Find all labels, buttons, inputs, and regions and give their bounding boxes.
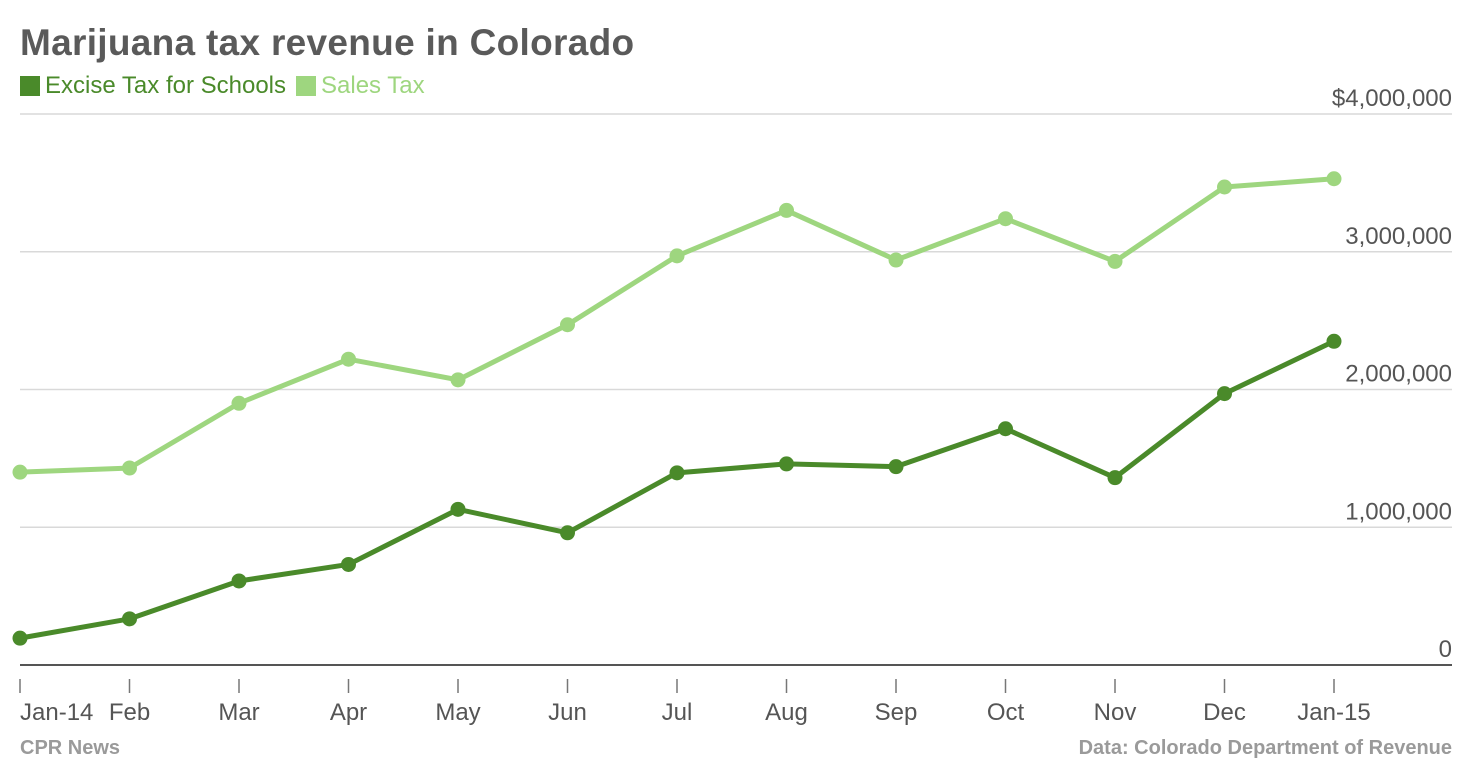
data-point-excise [12,630,28,646]
legend: Excise Tax for Schools Sales Tax [20,72,435,100]
data-point-sales [888,252,904,268]
data-point-sales [1217,179,1232,195]
data-point-excise [669,465,685,481]
legend-swatch-excise [20,76,40,96]
legend-label-sales: Sales Tax [321,72,425,99]
data-point-excise [1107,470,1123,486]
x-tick-label: Jun [548,699,587,726]
data-point-sales [560,317,575,333]
legend-label-excise: Excise Tax for Schools [45,72,286,99]
data-point-excise [888,459,904,475]
x-tick-label: Mar [218,699,259,726]
data-point-excise [231,573,247,589]
legend-item-excise: Excise Tax for Schools [20,72,286,100]
legend-item-sales: Sales Tax [296,72,425,100]
data-point-sales [779,202,794,218]
y-tick-label: 0 [1439,636,1452,663]
series-line-excise [17,338,1337,641]
data-point-excise [998,421,1013,437]
x-tick-label: Apr [330,699,367,726]
data-point-sales [998,211,1013,227]
data-point-excise [122,611,137,627]
data-point-excise [560,525,575,541]
x-tick-label: Jan-15 [1297,699,1370,726]
x-tick-label: May [435,699,480,726]
x-tick-label: Dec [1203,699,1246,726]
data-point-sales [12,464,28,480]
y-tick-label: $4,000,000 [1332,85,1452,112]
data-point-sales [450,372,466,388]
data-point-sales [231,395,247,411]
y-tick-label: 3,000,000 [1345,223,1452,250]
y-tick-label: 1,000,000 [1345,498,1452,525]
x-tick-label: Jan-14 [20,699,93,726]
data-point-excise [341,556,356,572]
source-credit: CPR News [20,737,121,759]
x-tick-label: Aug [765,699,808,726]
data-point-excise [779,456,794,472]
x-tick-label: Sep [875,699,918,726]
data-point-sales [341,351,356,367]
data-point-sales [122,460,137,476]
data-point-sales [1107,253,1123,269]
data-point-excise [1326,333,1342,349]
y-tick-label: 2,000,000 [1345,361,1452,388]
x-tick-label: Jul [662,699,693,726]
data-point-excise [450,501,466,517]
data-point-excise [1217,386,1232,402]
x-tick-label: Feb [109,699,150,726]
series-line-sales [17,176,1337,475]
x-tick-label: Nov [1094,699,1137,726]
legend-swatch-sales [296,76,316,96]
data-point-sales [1326,171,1342,187]
data-point-sales [669,248,685,264]
chart-title: Marijuana tax revenue in Colorado [20,22,635,63]
x-tick-label: Oct [987,699,1025,726]
data-source: Data: Colorado Department of Revenue [1078,737,1452,759]
